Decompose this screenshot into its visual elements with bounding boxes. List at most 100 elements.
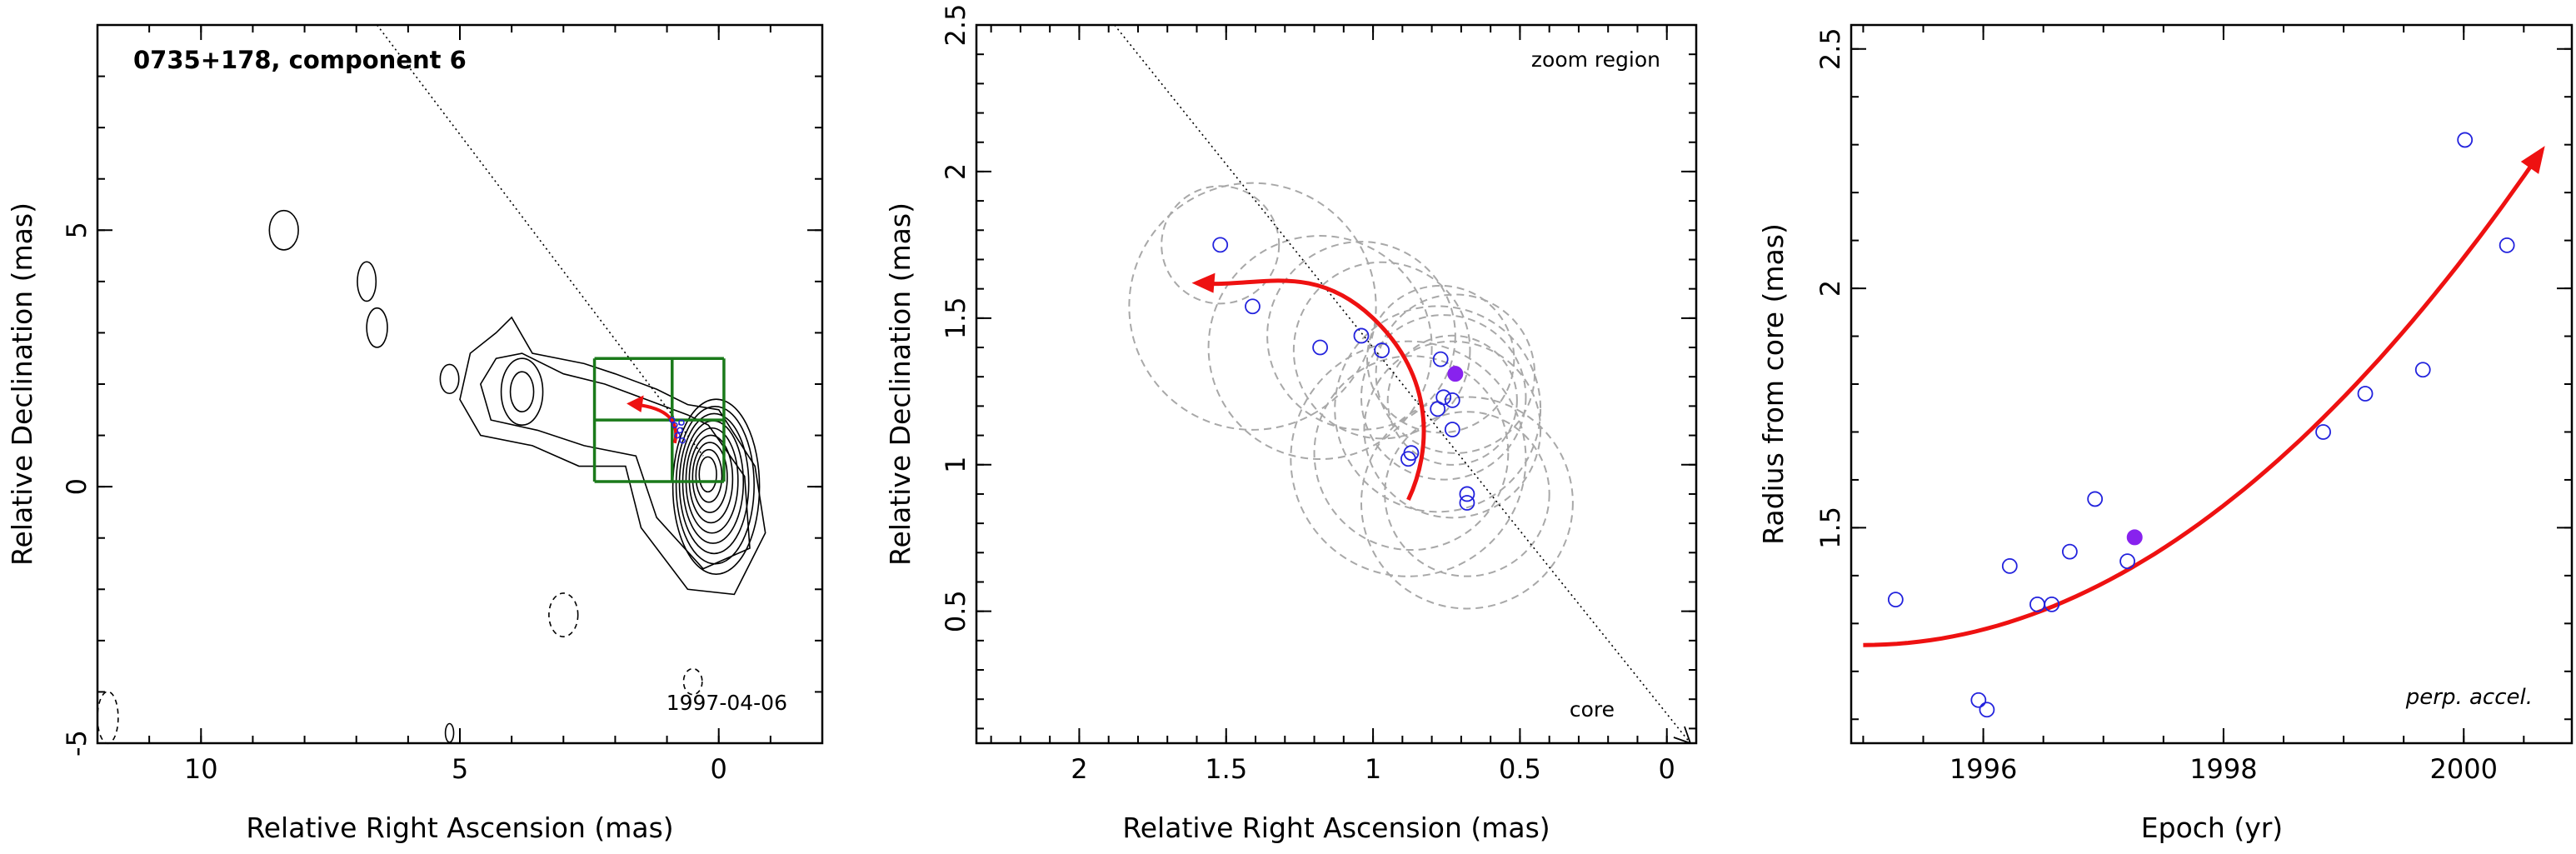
epoch-label: 1997-04-06 — [666, 691, 787, 715]
data-point — [679, 437, 686, 444]
data-point — [2119, 553, 2135, 570]
y-axis-label: Radius from core (mas) — [1757, 223, 1790, 545]
error-circle — [1207, 235, 1433, 461]
core-contour — [671, 398, 761, 575]
contour-island — [439, 363, 460, 395]
knot-contour — [509, 371, 535, 413]
error-circle — [1128, 182, 1377, 431]
y-tick-label: 2.5 — [940, 4, 971, 47]
contour-island — [268, 209, 299, 251]
error-circle — [1334, 305, 1542, 513]
data-point — [2044, 596, 2060, 612]
core-contour — [695, 448, 723, 503]
extended-contour — [459, 316, 766, 596]
x-tick-label: 2 — [1071, 753, 1087, 785]
x-axis-label: Relative Right Ascension (mas) — [1122, 812, 1550, 844]
data-point — [2315, 424, 2331, 440]
y-tick-label: 1.5 — [940, 297, 971, 339]
data-point — [674, 432, 681, 439]
error-circle — [1292, 261, 1471, 440]
y-tick-label: 1 — [940, 457, 971, 473]
perp-accel-annotation: perp. accel. — [2405, 685, 2533, 710]
data-point — [1970, 692, 1987, 708]
negative-contour — [97, 691, 119, 745]
x-axis-label: Relative Right Ascension (mas) — [246, 812, 673, 844]
error-circle — [1384, 411, 1550, 577]
y-tick-label: 5 — [61, 222, 92, 238]
core-direction-line — [1114, 25, 1691, 743]
y-tick-label: 1.5 — [1815, 507, 1846, 549]
y-tick-label: 2 — [940, 163, 971, 180]
error-circle — [1161, 185, 1281, 305]
x-tick-label: 0.5 — [1499, 753, 1541, 785]
track-arrowhead — [627, 395, 644, 412]
data-point — [669, 417, 676, 423]
plot-content: 2 1.5 1 0.5 0 0.5 1 1.5 2 2.5 — [940, 4, 1696, 785]
contour-map-panel: 10 5 0 -5 0 5 0735+178, component 6 1997-04-0… — [6, 23, 824, 844]
data-point — [1459, 486, 1475, 502]
x-tick-label: 0 — [711, 753, 727, 785]
x-tick-label: 1998 — [2189, 753, 2257, 785]
data-point — [2061, 543, 2078, 560]
y-axis-label: Relative Declination (mas) — [884, 202, 916, 566]
contour-island — [357, 261, 377, 302]
negative-contour — [682, 667, 703, 696]
knot-contour — [500, 357, 544, 427]
data-point — [1212, 237, 1229, 253]
error-circle — [1313, 355, 1510, 552]
chart-title: 0735+178, component 6 — [133, 46, 467, 74]
contour-island — [444, 722, 455, 743]
track-arrowhead — [1191, 272, 1216, 293]
plot-content: 1996 1998 2000 1.5 2 2.5 — [1815, 25, 2572, 785]
data-point — [1312, 339, 1329, 356]
core-contour — [678, 412, 750, 555]
x-axis-label: Epoch (yr) — [2141, 812, 2283, 844]
x-tick-label: 5 — [452, 753, 468, 785]
fit-curve — [1863, 157, 2538, 647]
track-curve — [1196, 278, 1426, 502]
track-arrow — [636, 402, 678, 444]
x-tick-label: 1.5 — [1205, 753, 1247, 785]
core-contour — [688, 434, 734, 524]
error-circle — [1363, 340, 1542, 519]
plot-content: 10 5 0 -5 0 5 — [61, 24, 822, 785]
data-point — [1430, 401, 1446, 417]
radius-epoch-panel: 1996 1998 2000 1.5 2 2.5 perp. accel. Epoch (… — [1757, 23, 2574, 844]
zoom-grid — [592, 357, 726, 483]
data-point — [678, 419, 685, 426]
y-tick-label: -5 — [61, 730, 92, 757]
y-tick-label: 2.5 — [1815, 27, 1846, 70]
data-point — [1400, 451, 1416, 467]
y-tick-label: 0 — [61, 478, 92, 495]
data-point — [2001, 557, 2018, 574]
core-arrowhead — [1673, 726, 1691, 743]
data-point — [1887, 592, 1904, 607]
x-tick-label: 1 — [1365, 753, 1381, 785]
data-point — [2029, 596, 2045, 612]
plot-frame — [96, 23, 824, 745]
plot-area — [1114, 25, 1691, 743]
x-tick-label: 2000 — [2430, 753, 2498, 785]
plot-frame — [975, 23, 1698, 745]
zoom-region-panel: 2 1.5 1 0.5 0 0.5 1 1.5 2 2.5 zoom region core Re… — [884, 4, 1698, 844]
core-label: core — [1570, 697, 1615, 722]
data-point — [2087, 491, 2104, 507]
data-point — [1459, 495, 1475, 511]
zoom-region-annotation: zoom region — [1531, 47, 1660, 72]
data-point — [2457, 132, 2474, 148]
filled-data-point — [2126, 529, 2143, 546]
data-point — [1245, 298, 1261, 315]
filled-data-point — [1447, 366, 1464, 382]
data-point — [2499, 237, 2515, 253]
core-contour — [691, 442, 728, 513]
data-point — [676, 427, 683, 434]
jet-axis-line — [376, 24, 704, 457]
data-point — [1374, 342, 1390, 358]
x-tick-label: 10 — [184, 753, 218, 785]
extended-contour — [479, 352, 751, 570]
data-point — [2357, 386, 2374, 402]
contour-island — [366, 307, 388, 348]
y-tick-label: 0.5 — [940, 590, 971, 632]
x-tick-label: 1996 — [1949, 753, 2017, 785]
